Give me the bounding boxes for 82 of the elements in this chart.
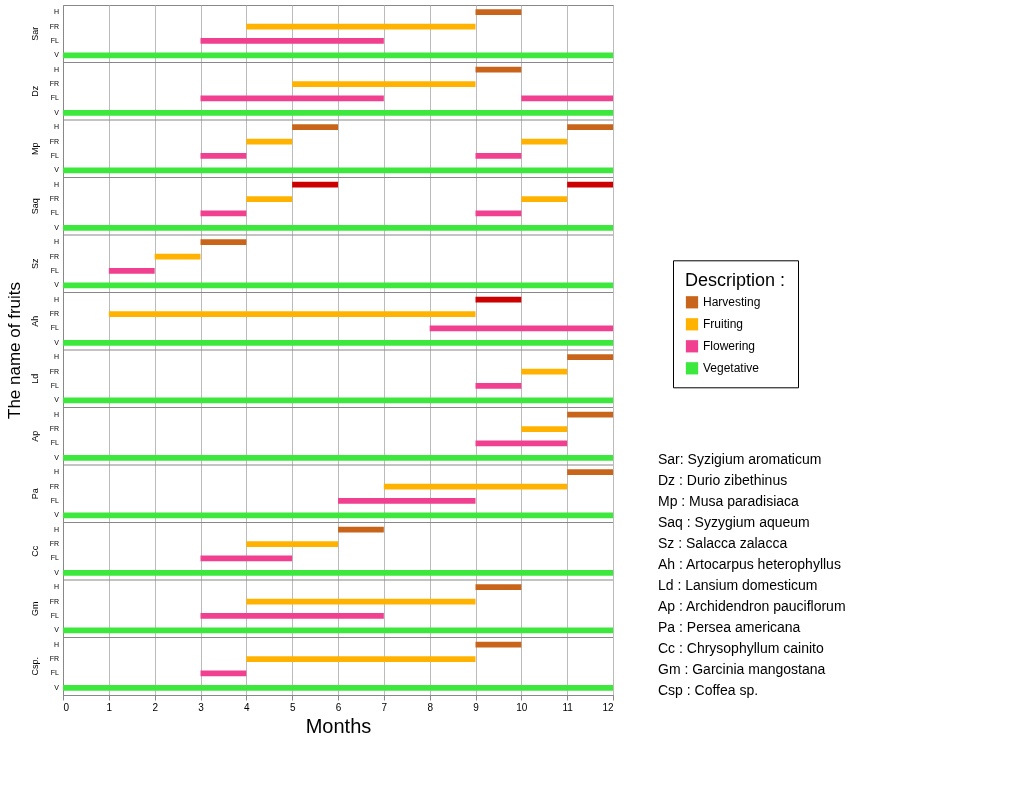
x-tick-label: 5: [289, 701, 296, 713]
x-axis-title: Months: [305, 714, 372, 737]
x-tick-label: 6: [335, 701, 342, 713]
text: Ld: [30, 373, 40, 384]
legend-label: Vegetative: [703, 361, 760, 376]
bar: [200, 239, 247, 246]
text: Dz: [30, 85, 40, 97]
text: Ah: [30, 315, 40, 327]
text: Sar: [30, 26, 40, 41]
bar: [292, 181, 338, 188]
text: Gm: [30, 601, 40, 616]
bar: [475, 9, 522, 16]
bar: [63, 684, 613, 691]
x-tick-label: 12: [602, 701, 614, 713]
bar: [108, 311, 476, 317]
bar: [475, 153, 522, 159]
text: Sar: Syzigium aromaticum: [658, 451, 822, 468]
text: Mp: [30, 142, 40, 156]
x-tick-label: 2: [152, 701, 159, 713]
bar: [292, 81, 476, 87]
text: Cc: [30, 545, 40, 557]
text: Gm : Garcinia mangostana: [658, 661, 826, 678]
text: Saq: [30, 198, 40, 215]
bar: [63, 397, 613, 404]
text: Ld : Lansium domesticum: [658, 577, 818, 594]
bar: [521, 426, 568, 432]
x-tick-label: 4: [244, 701, 251, 713]
bar: [475, 383, 522, 389]
bar: [567, 411, 613, 418]
x-tick-label: 11: [562, 701, 574, 713]
text: Ap: [30, 430, 40, 442]
text: Pa : Persea americana: [658, 619, 801, 636]
bar: [475, 296, 522, 303]
bar: [475, 641, 522, 648]
bar: [200, 153, 247, 159]
legend-label: Fruiting: [703, 317, 744, 332]
bar: [246, 541, 338, 547]
bar: [475, 66, 522, 73]
x-tick-label: 0: [63, 701, 70, 713]
bar: [567, 469, 613, 476]
bar: [567, 354, 613, 361]
x-tick-label: 1: [106, 701, 113, 713]
bar: [246, 196, 293, 202]
bar: [338, 498, 476, 504]
bar: [63, 109, 613, 116]
text: Csp.: [30, 656, 40, 676]
text: Sz : Salacca zalacca: [658, 535, 788, 552]
bar: [108, 268, 155, 274]
text: Csp : Coffea sp.: [658, 682, 759, 699]
bar: [63, 512, 613, 519]
text: Pa: [30, 488, 40, 500]
text: Sz: [30, 258, 40, 270]
bar: [338, 526, 384, 533]
bar: [63, 282, 613, 289]
text: Saq : Syzygium aqueum: [658, 514, 810, 531]
text: Cc : Chrysophyllum cainito: [658, 640, 824, 657]
legend-label: Harvesting: [703, 295, 761, 310]
bar: [63, 569, 613, 576]
bar: [200, 613, 384, 619]
bar: [200, 38, 384, 44]
bar: [292, 124, 338, 131]
bar: [63, 224, 613, 231]
text: Mp : Musa paradisiaca: [658, 493, 800, 510]
bar: [63, 167, 613, 174]
bar: [63, 52, 613, 59]
x-tick-label: 3: [198, 701, 205, 713]
x-tick-label: 8: [427, 701, 434, 713]
bar: [567, 181, 613, 188]
bar: [475, 584, 522, 591]
x-tick-label: 7: [381, 701, 388, 713]
legend-title: Description :: [685, 270, 786, 291]
bar: [63, 339, 613, 346]
bar: [63, 627, 613, 634]
y-axis-title: The name of fruits: [4, 281, 24, 420]
text: Ap : Archidendron pauciflorum: [658, 598, 846, 615]
legend-label: Flowering: [703, 339, 756, 354]
text: Dz : Durio zibethinus: [658, 472, 788, 489]
x-tick-label: 10: [516, 701, 528, 713]
x-tick-label: 9: [473, 701, 480, 713]
text: Ah : Artocarpus heterophyllus: [658, 556, 841, 573]
bar: [63, 454, 613, 461]
bar: [246, 656, 476, 662]
